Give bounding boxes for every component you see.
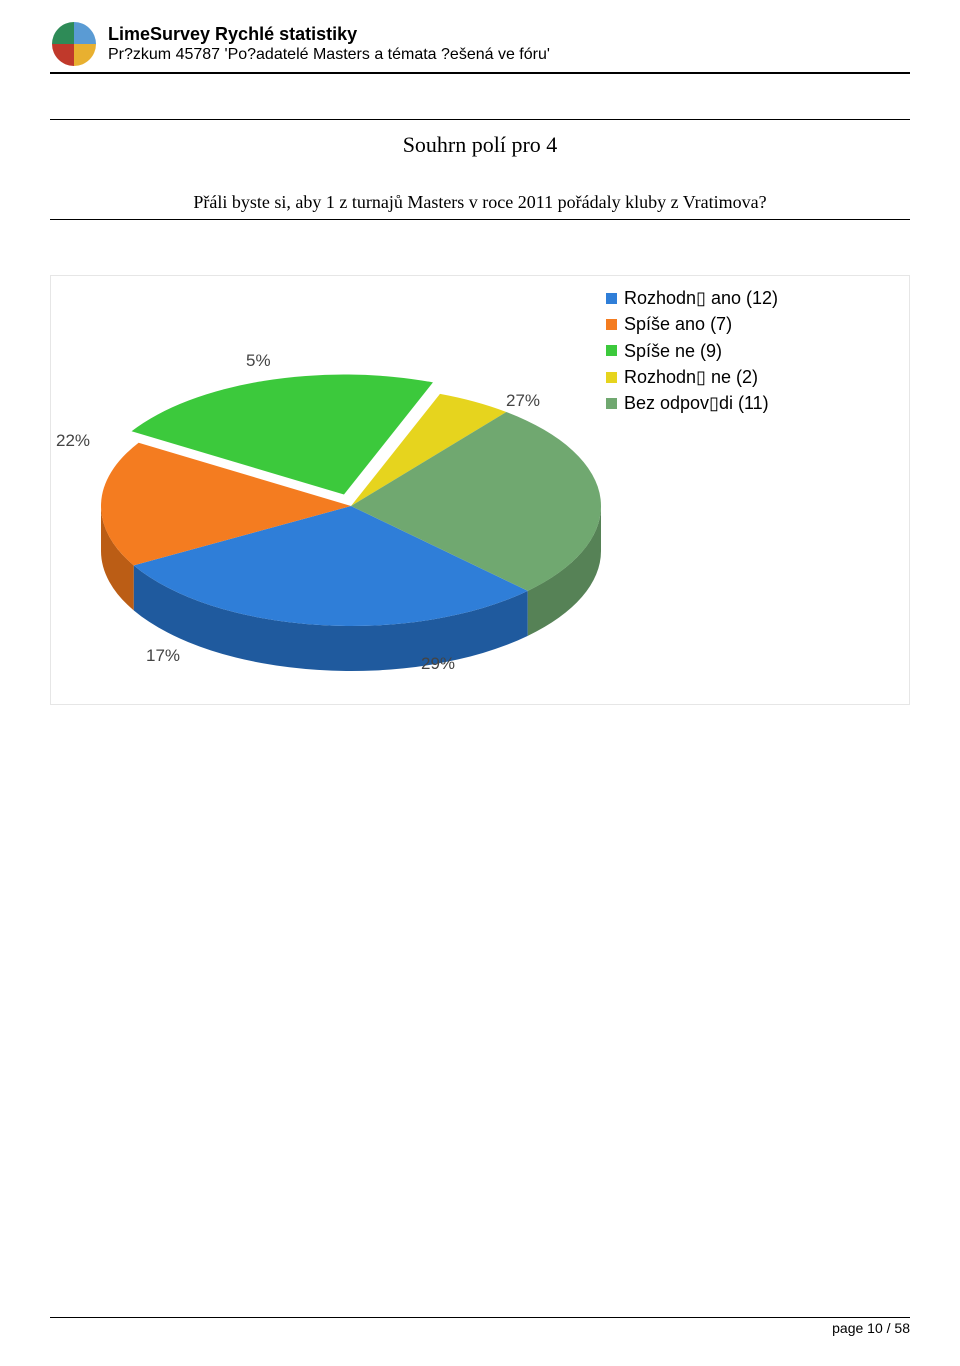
header-text-block: LimeSurvey Rychlé statistiky Pr?zkum 457… [108, 24, 550, 65]
page-header: LimeSurvey Rychlé statistiky Pr?zkum 457… [50, 20, 910, 74]
legend-label: Spíše ano (7) [624, 312, 732, 336]
legend-item: Spíše ano (7) [606, 312, 778, 336]
header-title: LimeSurvey Rychlé statistiky [108, 24, 550, 46]
legend-label: Rozhodn▯ ano (12) [624, 286, 778, 310]
page-number: page 10 / 58 [832, 1320, 910, 1336]
pie-chart-container: Rozhodn▯ ano (12)Spíše ano (7) Spíše ne (… [50, 275, 910, 705]
pie-logo-icon [50, 20, 98, 68]
question-text: Přáli byste si, aby 1 z turnajů Masters … [50, 192, 910, 220]
page-footer: page 10 / 58 [50, 1317, 910, 1336]
percent-label: 29% [421, 654, 455, 674]
percent-label: 27% [506, 391, 540, 411]
legend-swatch [606, 398, 617, 409]
page-container: LimeSurvey Rychlé statistiky Pr?zkum 457… [0, 0, 960, 1366]
chart-legend: Rozhodn▯ ano (12)Spíše ano (7) Spíše ne (… [606, 286, 778, 417]
section-top-rule: Souhrn polí pro 4 [50, 119, 910, 158]
percent-label: 17% [146, 646, 180, 666]
summary-title: Souhrn polí pro 4 [50, 132, 910, 158]
legend-swatch [606, 372, 617, 383]
legend-swatch [606, 293, 617, 304]
pie-chart-svg [51, 276, 911, 706]
percent-label: 5% [246, 351, 271, 371]
legend-item: Rozhodn▯ ano (12) [606, 286, 778, 310]
legend-swatch [606, 345, 617, 356]
legend-item: Rozhodn▯ ne (2) [606, 365, 778, 389]
legend-label: Spíše ne (9) [624, 339, 722, 363]
legend-swatch [606, 319, 617, 330]
percent-label: 22% [56, 431, 90, 451]
header-subtitle: Pr?zkum 45787 'Po?adatelé Masters a téma… [108, 45, 550, 64]
legend-item: Spíše ne (9) [606, 339, 778, 363]
legend-item: Bez odpov▯di (11) [606, 391, 778, 415]
legend-label: Bez odpov▯di (11) [624, 391, 769, 415]
legend-label: Rozhodn▯ ne (2) [624, 365, 758, 389]
